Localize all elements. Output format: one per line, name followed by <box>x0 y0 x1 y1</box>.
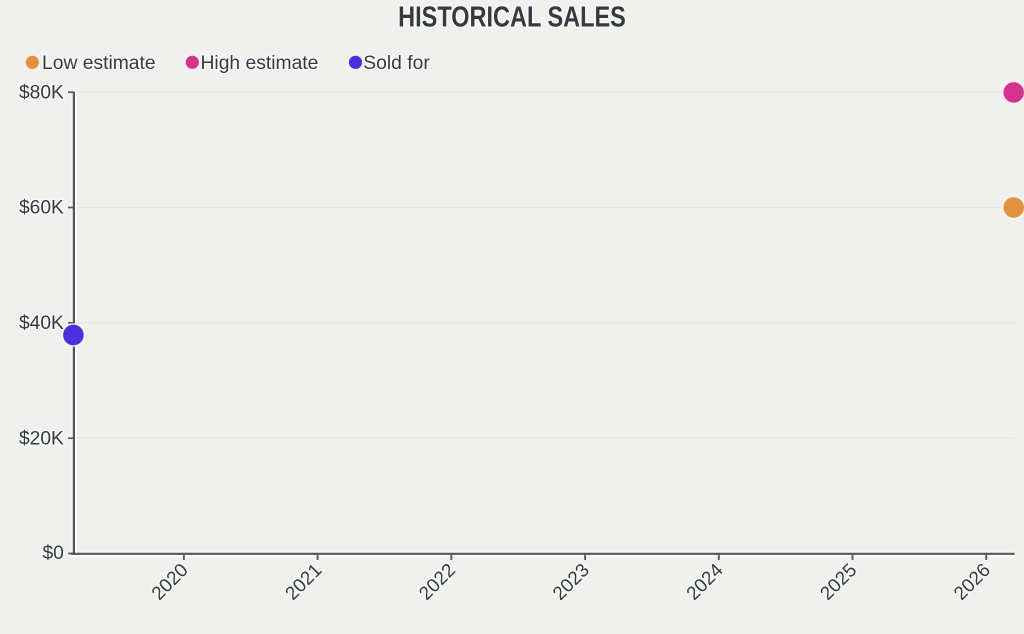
svg-text:High estimate: High estimate <box>201 53 319 74</box>
svg-text:$0: $0 <box>42 543 63 564</box>
svg-text:Low estimate: Low estimate <box>42 53 156 74</box>
svg-text:$40K: $40K <box>19 313 64 334</box>
svg-text:HISTORICAL SALES: HISTORICAL SALES <box>398 1 626 34</box>
svg-text:$20K: $20K <box>19 428 64 449</box>
svg-text:$80K: $80K <box>19 82 64 103</box>
svg-text:Sold for: Sold for <box>363 53 430 74</box>
svg-text:$60K: $60K <box>19 198 64 219</box>
